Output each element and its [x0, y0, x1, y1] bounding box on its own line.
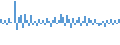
Bar: [60, 14, 62, 22]
Bar: [4, 20, 6, 22]
Bar: [2, 22, 4, 24]
Bar: [52, 20, 54, 22]
Bar: [110, 19, 112, 22]
Bar: [116, 22, 118, 24]
Bar: [66, 15, 68, 22]
Bar: [0, 19, 2, 22]
Bar: [84, 16, 86, 22]
Bar: [44, 22, 46, 25]
Bar: [30, 15, 32, 22]
Bar: [90, 20, 92, 22]
Bar: [8, 18, 10, 22]
Bar: [48, 21, 50, 22]
Bar: [42, 20, 44, 22]
Bar: [104, 22, 106, 27]
Bar: [86, 22, 88, 26]
Bar: [54, 17, 56, 22]
Bar: [14, 1, 16, 22]
Bar: [118, 19, 120, 22]
Bar: [76, 20, 78, 22]
Bar: [20, 15, 22, 22]
Bar: [62, 17, 64, 22]
Bar: [64, 22, 66, 26]
Bar: [16, 22, 18, 30]
Bar: [46, 18, 48, 22]
Bar: [38, 19, 40, 22]
Bar: [72, 18, 74, 22]
Bar: [26, 20, 28, 22]
Bar: [82, 21, 84, 22]
Bar: [106, 20, 108, 22]
Bar: [96, 22, 98, 24]
Bar: [98, 22, 100, 26]
Bar: [34, 21, 36, 22]
Bar: [6, 22, 8, 25]
Bar: [108, 22, 110, 24]
Bar: [28, 22, 30, 26]
Bar: [40, 22, 42, 24]
Bar: [100, 22, 102, 25]
Bar: [78, 17, 80, 22]
Bar: [88, 18, 90, 22]
Bar: [94, 19, 96, 22]
Bar: [50, 22, 52, 27]
Bar: [18, 17, 20, 22]
Bar: [22, 22, 24, 28]
Bar: [74, 22, 76, 25]
Bar: [80, 22, 82, 26]
Bar: [102, 21, 104, 22]
Bar: [32, 22, 34, 25]
Bar: [12, 22, 14, 23]
Bar: [68, 19, 70, 22]
Bar: [70, 22, 72, 28]
Bar: [24, 14, 26, 22]
Bar: [56, 22, 58, 24]
Bar: [114, 20, 116, 22]
Bar: [58, 20, 60, 22]
Bar: [36, 22, 38, 26]
Bar: [92, 22, 94, 25]
Bar: [112, 22, 114, 25]
